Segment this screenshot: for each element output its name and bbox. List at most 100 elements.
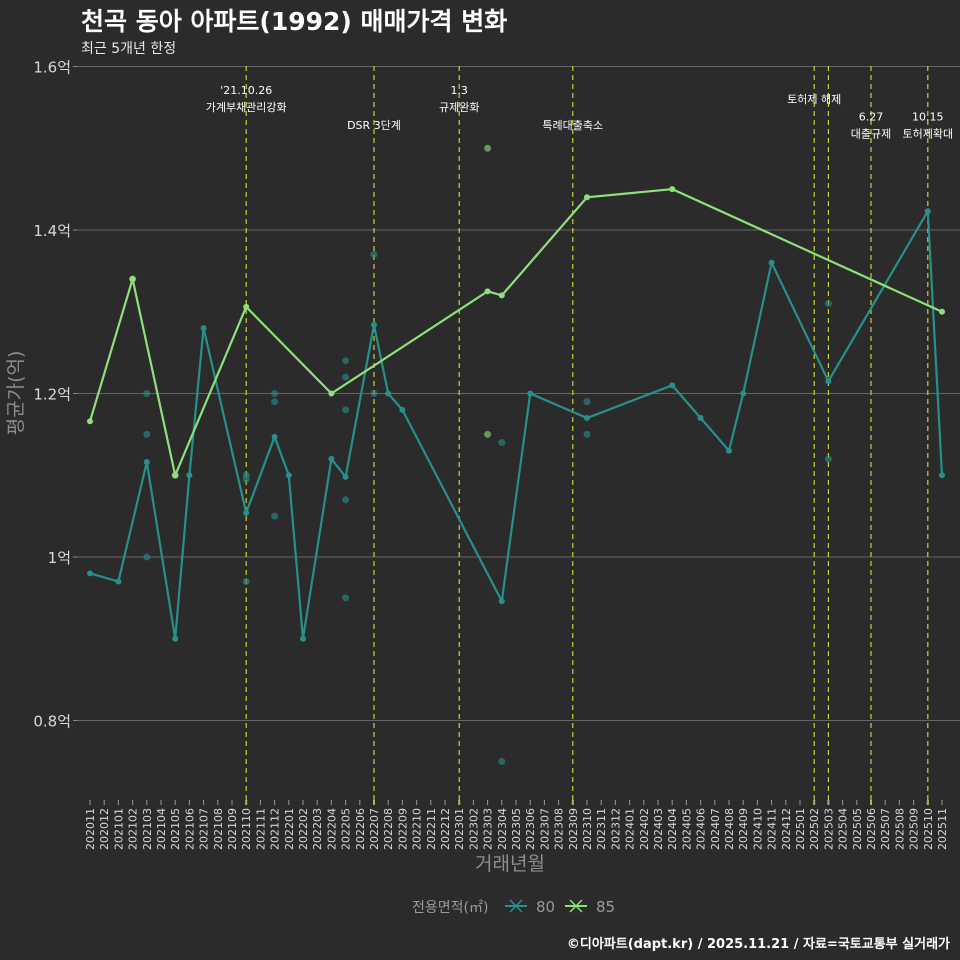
trade-point: [271, 398, 279, 406]
series-point-85: [939, 308, 945, 315]
trade-point: [370, 251, 378, 259]
series-line-85: [88, 188, 943, 479]
x-tick-label: 202111: [254, 808, 267, 850]
series-point-80: [87, 570, 93, 577]
x-tick-label: 202308: [553, 808, 566, 850]
x-tick-label: 202506: [865, 808, 878, 850]
series-point-80: [825, 378, 832, 385]
series-point-80: [328, 455, 335, 462]
x-tick-label: 202102: [127, 808, 140, 850]
y-tick-label: 1.4억: [33, 222, 71, 240]
x-tick-label: 202201: [283, 808, 296, 850]
source-caption: ©디아파트(dapt.kr) / 2025.11.21 / 자료=국토교통부 실…: [566, 937, 950, 952]
x-tick-label: 202211: [425, 808, 438, 850]
x-tick-label: 202202: [297, 808, 310, 850]
x-tick-label: 202104: [155, 808, 168, 850]
trade-point: [824, 300, 832, 308]
x-tick-label: 202112: [269, 808, 282, 850]
y-tick-label: 1.6억: [33, 59, 71, 77]
x-tick-label: 202205: [340, 808, 353, 850]
series-point-80: [498, 598, 505, 605]
trade-point: [484, 430, 492, 438]
series-point-85: [498, 292, 505, 299]
x-tick-label: 202401: [624, 808, 637, 850]
x-tick-label: 202203: [311, 808, 324, 850]
x-tick-label: 202304: [496, 808, 509, 850]
trade-point: [583, 398, 591, 406]
series-point-80: [768, 259, 775, 266]
series-line-80: [89, 207, 944, 639]
annotation-label: 가계부채관리강화: [206, 101, 287, 114]
x-tick-label: 202402: [638, 808, 651, 850]
series-point-85: [484, 288, 491, 295]
x-tick-label: 202306: [524, 808, 537, 850]
legend-key-cross-icon: [509, 899, 523, 913]
x-tick-label: 202108: [212, 808, 225, 850]
annotation-label: 6.27: [859, 110, 884, 123]
x-tick-label: 202209: [396, 808, 409, 850]
x-tick-label: 202510: [922, 808, 935, 850]
x-tick-label: 202011: [84, 808, 97, 850]
annotation-label: 규제완화: [439, 101, 479, 114]
series-point-80: [924, 208, 931, 215]
annotation-label: 대출규제: [851, 127, 891, 140]
chart-subtitle: 최근 5개년 한정: [81, 41, 177, 57]
x-tick-label: 202508: [893, 808, 906, 850]
x-tick-label: 202310: [581, 808, 594, 850]
trade-point: [484, 144, 492, 152]
series-point-80: [200, 325, 207, 332]
trade-point: [342, 594, 350, 602]
x-tick-label: 202407: [709, 808, 722, 850]
series-point-80: [584, 415, 590, 422]
series-point-80: [399, 406, 406, 413]
x-tick-label: 202105: [169, 808, 182, 850]
series-point-80: [243, 509, 250, 516]
chart-title: 천곡 동아 아파트(1992) 매매가격 변화: [81, 7, 508, 36]
trade-point: [342, 357, 350, 365]
series-point-80: [115, 578, 122, 585]
series-point-85: [243, 303, 250, 310]
y-tick-label: 1억: [48, 549, 71, 567]
trade-point: [242, 475, 250, 483]
x-tick-label: 202305: [510, 808, 523, 850]
x-tick-label: 202210: [411, 808, 424, 850]
y-tick-label: 0.8억: [33, 713, 71, 731]
x-tick-label: 202204: [325, 808, 338, 850]
series-point-80: [669, 382, 676, 389]
trade-point: [143, 390, 151, 397]
trade-point: [370, 390, 378, 397]
series-point-80: [939, 472, 945, 479]
trade-point: [242, 578, 250, 586]
x-tick-label: 202504: [837, 808, 850, 850]
x-tick-label: 202207: [368, 808, 381, 850]
legend-label: 85: [596, 898, 615, 916]
series-point-85: [328, 390, 335, 397]
series-point-85: [129, 276, 136, 283]
x-tick-label: 202301: [453, 808, 466, 850]
series-point-80: [726, 447, 732, 454]
annotation-label: 토허제확대: [902, 127, 953, 140]
x-tick-label: 202405: [680, 808, 693, 850]
x-tick-label: 202403: [652, 808, 665, 850]
x-tick-label: 202106: [183, 808, 196, 850]
legend-title: 전용면적(㎡): [412, 900, 488, 916]
trade-point: [271, 512, 279, 520]
trade-point: [583, 430, 591, 438]
annotation-label: 특례대출축소: [542, 119, 603, 132]
x-tick-label: 202410: [751, 808, 764, 850]
series-point-80: [271, 433, 278, 440]
x-tick-label: 202307: [538, 808, 551, 850]
x-tick-label: 202110: [240, 808, 253, 850]
trade-point: [498, 439, 506, 447]
series-point-80: [740, 390, 747, 397]
x-tick-label: 202012: [98, 808, 111, 850]
series-point-80: [143, 459, 150, 466]
series-point-85: [172, 472, 179, 479]
x-tick-label: 202411: [766, 808, 779, 850]
series-point-80: [172, 635, 179, 642]
x-tick-label: 202505: [851, 808, 864, 850]
x-tick-label: 202212: [439, 808, 452, 850]
x-tick-label: 202409: [737, 808, 750, 850]
annotation-label: 1.3: [450, 84, 468, 97]
